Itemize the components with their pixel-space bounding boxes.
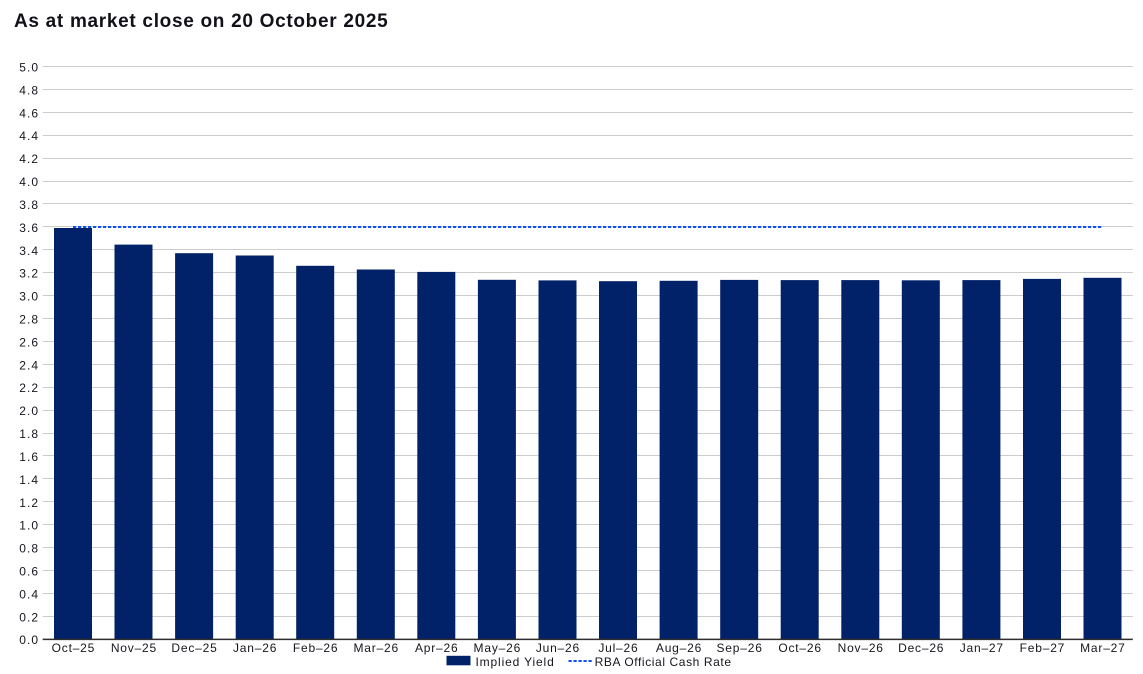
svg-text:0.6: 0.6 bbox=[19, 565, 39, 579]
svg-text:Implied Yield: Implied Yield bbox=[476, 655, 555, 669]
svg-text:1.4: 1.4 bbox=[19, 473, 39, 487]
svg-text:1.8: 1.8 bbox=[19, 427, 39, 441]
svg-text:2.4: 2.4 bbox=[19, 358, 39, 372]
svg-text:0.4: 0.4 bbox=[19, 587, 39, 601]
svg-text:2.6: 2.6 bbox=[19, 335, 39, 349]
svg-text:2.0: 2.0 bbox=[19, 404, 39, 418]
svg-text:1.2: 1.2 bbox=[19, 496, 39, 510]
svg-text:Dec–26: Dec–26 bbox=[898, 641, 944, 655]
svg-text:4.2: 4.2 bbox=[19, 152, 39, 166]
svg-text:Dec–25: Dec–25 bbox=[171, 641, 217, 655]
svg-text:2.2: 2.2 bbox=[19, 381, 39, 395]
svg-text:RBA Official Cash Rate: RBA Official Cash Rate bbox=[595, 655, 732, 669]
svg-text:3.0: 3.0 bbox=[19, 290, 39, 304]
svg-text:1.6: 1.6 bbox=[19, 450, 39, 464]
svg-text:3.6: 3.6 bbox=[19, 221, 39, 235]
svg-text:Mar–27: Mar–27 bbox=[1080, 641, 1126, 655]
svg-text:3.8: 3.8 bbox=[19, 198, 39, 212]
svg-text:Feb–26: Feb–26 bbox=[293, 641, 339, 655]
svg-text:5.0: 5.0 bbox=[19, 61, 39, 75]
svg-text:4.0: 4.0 bbox=[19, 175, 39, 189]
svg-text:3.2: 3.2 bbox=[19, 267, 39, 281]
svg-text:Jun–26: Jun–26 bbox=[536, 641, 580, 655]
svg-text:3.4: 3.4 bbox=[19, 244, 39, 258]
svg-text:Nov–26: Nov–26 bbox=[838, 641, 884, 655]
svg-text:2.8: 2.8 bbox=[19, 313, 39, 327]
svg-text:Jan–27: Jan–27 bbox=[960, 641, 1004, 655]
svg-text:Mar–26: Mar–26 bbox=[353, 641, 399, 655]
svg-text:Apr–26: Apr–26 bbox=[415, 641, 459, 655]
svg-text:Jan–26: Jan–26 bbox=[233, 641, 277, 655]
svg-text:Oct–26: Oct–26 bbox=[778, 641, 822, 655]
svg-text:Feb–27: Feb–27 bbox=[1020, 641, 1066, 655]
svg-text:4.8: 4.8 bbox=[19, 83, 39, 97]
svg-text:Aug–26: Aug–26 bbox=[656, 641, 702, 655]
svg-text:Nov–25: Nov–25 bbox=[111, 641, 157, 655]
svg-text:0.0: 0.0 bbox=[19, 633, 39, 647]
svg-text:1.0: 1.0 bbox=[19, 519, 39, 533]
svg-text:Oct–25: Oct–25 bbox=[52, 641, 96, 655]
svg-text:0.2: 0.2 bbox=[19, 610, 39, 624]
svg-text:As at market close on 20 Octob: As at market close on 20 October 2025 bbox=[14, 11, 388, 32]
svg-text:4.4: 4.4 bbox=[19, 129, 39, 143]
svg-text:May–26: May–26 bbox=[474, 641, 522, 655]
svg-text:Jul–26: Jul–26 bbox=[598, 641, 638, 655]
svg-text:0.8: 0.8 bbox=[19, 542, 39, 556]
svg-text:Sep–26: Sep–26 bbox=[717, 641, 763, 655]
svg-text:4.6: 4.6 bbox=[19, 106, 39, 120]
